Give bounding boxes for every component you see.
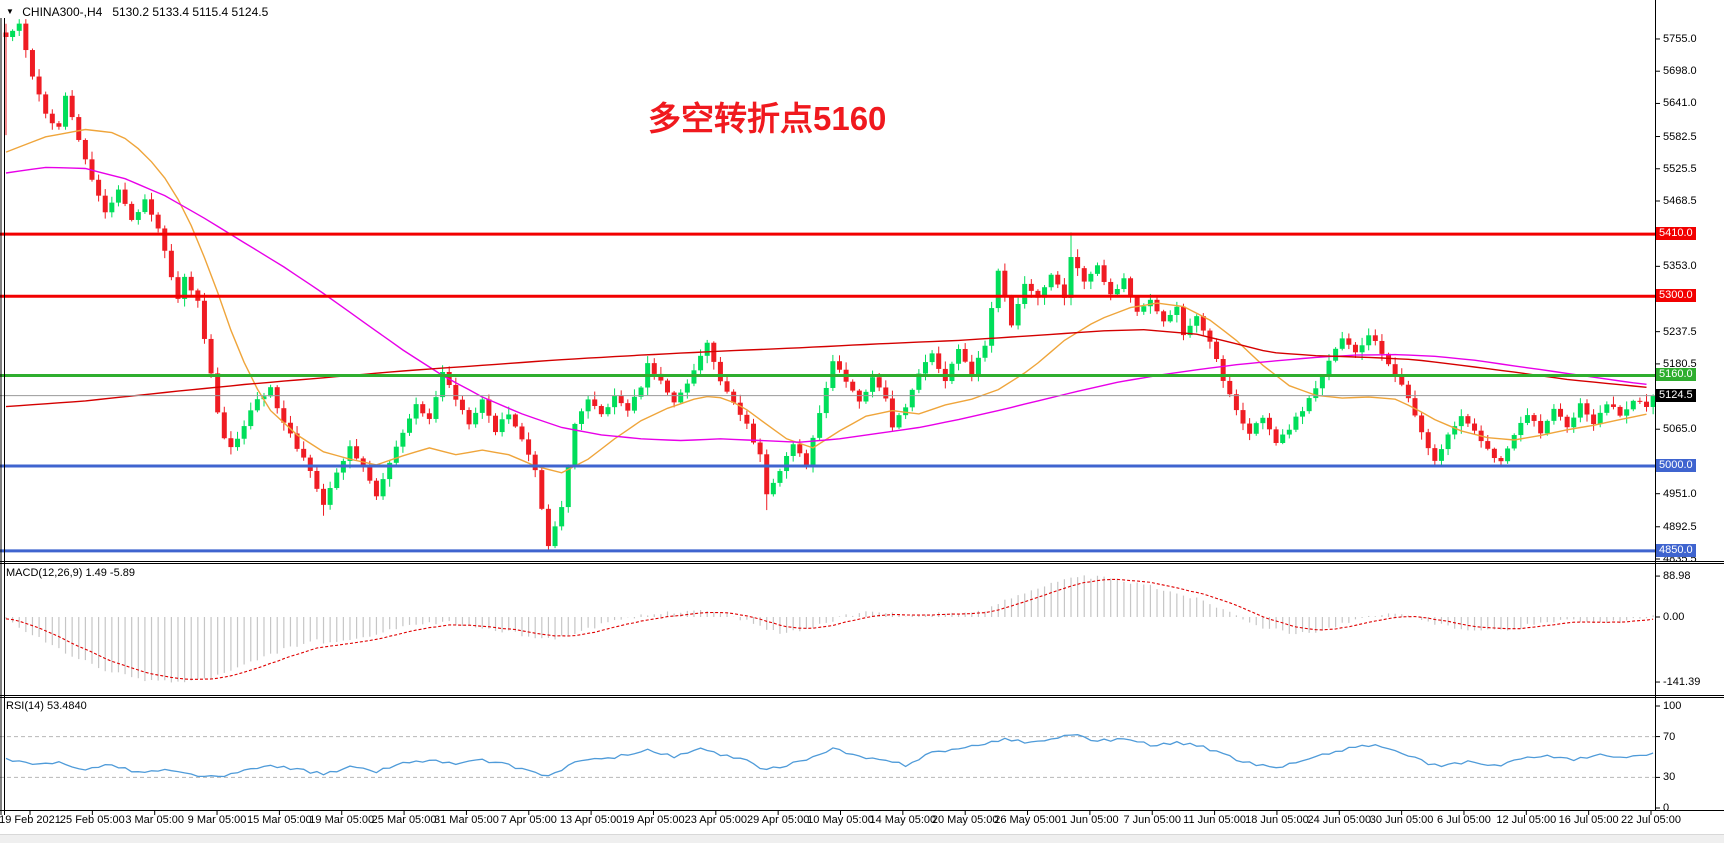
rsi-axis-tick: 0	[1663, 802, 1670, 814]
x-axis-date-label: 16 Jul 05:00	[1558, 814, 1619, 826]
price-level-label-4850.0: 4850.0	[1656, 543, 1696, 557]
x-axis-date-label: 25 Mar 05:00	[371, 814, 437, 826]
x-axis-date-label: 20 May 05:00	[931, 814, 999, 826]
price-level-label-5160.0: 5160.0	[1656, 368, 1696, 382]
x-axis-date-label: 10 May 05:00	[807, 814, 874, 826]
price-level-label-5300.0: 5300.0	[1656, 289, 1696, 303]
y-axis-tick: 5755.0	[1663, 32, 1697, 45]
x-axis-date-label: 7 Apr 05:00	[500, 814, 557, 826]
x-axis-ticks[interactable]	[29, 811, 1652, 815]
y-axis-tick: 5698.0	[1663, 65, 1697, 78]
ma-slow-red	[5, 328, 1647, 408]
chart-title: ▼ CHINA300-,H4 5130.2 5133.4 5115.4 5124…	[6, 5, 268, 19]
y-axis-tick: 5180.5	[1663, 357, 1697, 370]
rsi-indicator-label: RSI(14) 53.4840	[6, 700, 87, 712]
panel-borders	[0, 0, 1724, 815]
symbol-dropdown-icon[interactable]: ▼	[6, 7, 14, 16]
x-axis-date-label: 30 Jun 05:00	[1369, 814, 1434, 826]
x-axis-date-label: 7 Jun 05:00	[1123, 814, 1181, 826]
x-axis-date-label: 23 Apr 05:00	[684, 814, 747, 826]
price-levels[interactable]	[0, 232, 1655, 553]
y-axis-tick: 5353.0	[1663, 260, 1697, 273]
rsi-axis-tick: 100	[1663, 700, 1682, 712]
rsi-line	[5, 734, 1654, 778]
y-axis-tick: 5641.0	[1663, 97, 1697, 110]
macd-axis-tick: 88.98	[1663, 570, 1691, 583]
x-axis-date-label: 13 Apr 05:00	[559, 814, 623, 826]
price-level-label-5410.0: 5410.0	[1656, 227, 1696, 241]
x-axis-date-label: 12 Jul 05:00	[1496, 814, 1557, 826]
price-level-label-5000.0: 5000.0	[1656, 458, 1696, 472]
x-axis-date-label: 22 Jul 05:00	[1621, 814, 1681, 826]
y-axis-tick: 5065.0	[1663, 423, 1697, 436]
y-axis-tick: 5237.5	[1663, 325, 1697, 338]
moving-averages	[5, 128, 1647, 474]
y-axis-tick: 5468.5	[1663, 195, 1697, 207]
x-axis-date-label: 18 Jun 05:00	[1245, 814, 1309, 826]
x-axis-date-label: 19 Mar 05:00	[309, 814, 375, 826]
rsi-panel	[0, 734, 1655, 778]
x-axis-date-label: 29 Apr 05:00	[746, 814, 810, 826]
x-axis-date-label: 11 Jun 05:00	[1183, 814, 1246, 826]
macd-indicator-label: MACD(12,26,9) 1.49 -5.89	[6, 567, 136, 579]
y-axis-tick: 5582.5	[1663, 130, 1697, 143]
current-price-label: 5124.5	[1656, 388, 1696, 402]
annotation-text[interactable]: 多空转折点5160	[648, 100, 887, 137]
x-axis-date-label: 25 Feb 05:00	[59, 814, 125, 826]
rsi-axis-tick: 70	[1663, 730, 1676, 743]
symbol-period-label: CHINA300-,H4	[22, 5, 103, 19]
window-bottom-strip	[0, 834, 1724, 843]
x-axis-date-label: 3 Mar 05:00	[125, 814, 185, 826]
x-axis-date-label: 14 May 05:00	[869, 814, 937, 826]
ohlc-readout: 5130.2 5133.4 5115.4 5124.5	[112, 5, 269, 19]
x-axis-date-label: 6 Jul 05:00	[1437, 814, 1491, 826]
y-axis-tick: 5525.5	[1663, 162, 1697, 175]
macd-axis-tick: 0.00	[1663, 611, 1685, 623]
y-axis-tick: 4892.5	[1663, 520, 1697, 533]
x-axis-date-label: 24 Jun 05:00	[1307, 814, 1372, 826]
x-axis-date-label: 26 May 05:00	[994, 814, 1061, 826]
macd-axis-tick: -141.39	[1663, 676, 1701, 689]
x-axis-date-label: 9 Mar 05:00	[187, 814, 247, 826]
y-axis-tick: 4951.0	[1663, 487, 1697, 500]
x-axis-date-label: 19 Apr 05:00	[622, 814, 685, 826]
x-axis-date-label: 31 Mar 05:00	[434, 814, 499, 826]
y-axis-ticks[interactable]	[1655, 38, 1660, 809]
x-axis-date-label: 15 Mar 05:00	[246, 814, 312, 826]
macd-signal-line	[5, 578, 1654, 680]
rsi-axis-tick: 30	[1663, 771, 1676, 784]
x-axis-date-label: 1 Jun 05:00	[1061, 814, 1119, 826]
ma-mid-magenta	[5, 166, 1647, 443]
macd-histogram	[5, 575, 1654, 683]
x-axis-date-label: 19 Feb 2021	[0, 814, 61, 826]
